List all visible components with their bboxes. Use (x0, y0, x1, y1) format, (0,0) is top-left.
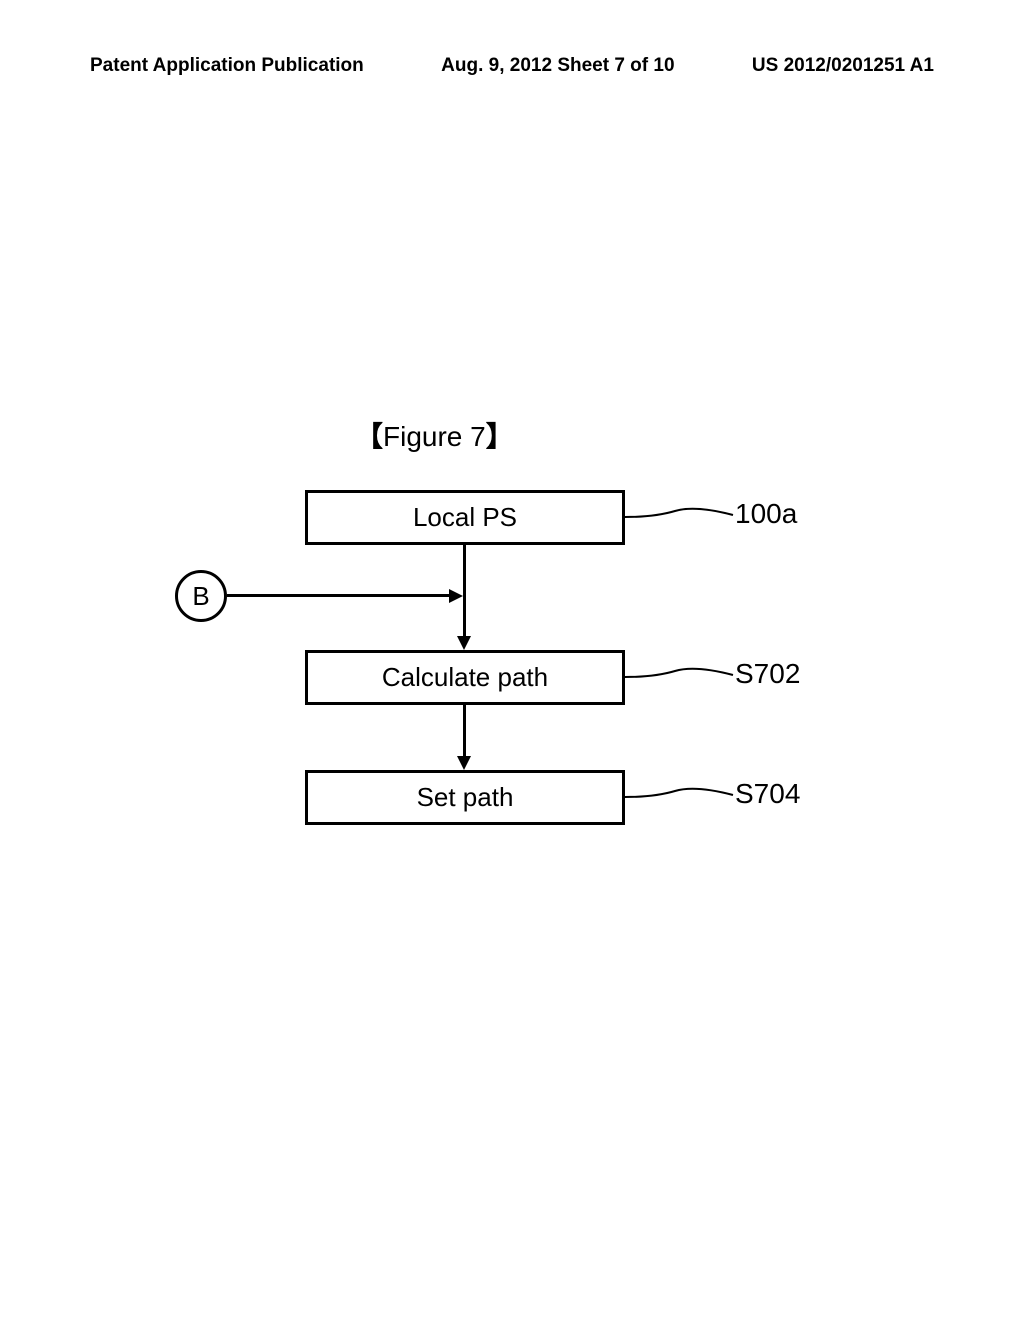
flowchart-box-local-ps: Local PS (305, 490, 625, 545)
edge-box1-box2 (463, 545, 466, 638)
patent-header: Patent Application Publication Aug. 9, 2… (0, 55, 1024, 77)
edge-box2-box3 (463, 705, 466, 758)
label-100a: 100a (735, 498, 797, 530)
edge-circle-vertical (227, 594, 451, 597)
box-text: Set path (417, 782, 514, 813)
circle-text: B (192, 581, 209, 612)
header-date-sheet: Aug. 9, 2012 Sheet 7 of 10 (441, 55, 674, 77)
flowchart-box-setpath: Set path (305, 770, 625, 825)
arrow-box1-box2 (457, 636, 471, 650)
bracket-left: 【 (355, 421, 383, 452)
header-patent-number: US 2012/0201251 A1 (752, 55, 934, 77)
box-text: Local PS (413, 502, 517, 533)
box-text: Calculate path (382, 662, 548, 693)
header-publication: Patent Application Publication (90, 55, 364, 77)
figure-title-text: Figure 7 (383, 421, 486, 452)
arrow-circle-vertical (449, 589, 463, 603)
bracket-right: 】 (486, 421, 514, 452)
connector-curve-s704 (625, 785, 735, 815)
label-s704: S704 (735, 778, 800, 810)
flowchart-box-calculate: Calculate path (305, 650, 625, 705)
arrow-box2-box3 (457, 756, 471, 770)
flowchart-circle-b: B (175, 570, 227, 622)
figure-title: 【Figure 7】 (355, 415, 514, 455)
label-s702: S702 (735, 658, 800, 690)
connector-curve-s702 (625, 665, 735, 695)
connector-curve-100a (625, 505, 735, 535)
